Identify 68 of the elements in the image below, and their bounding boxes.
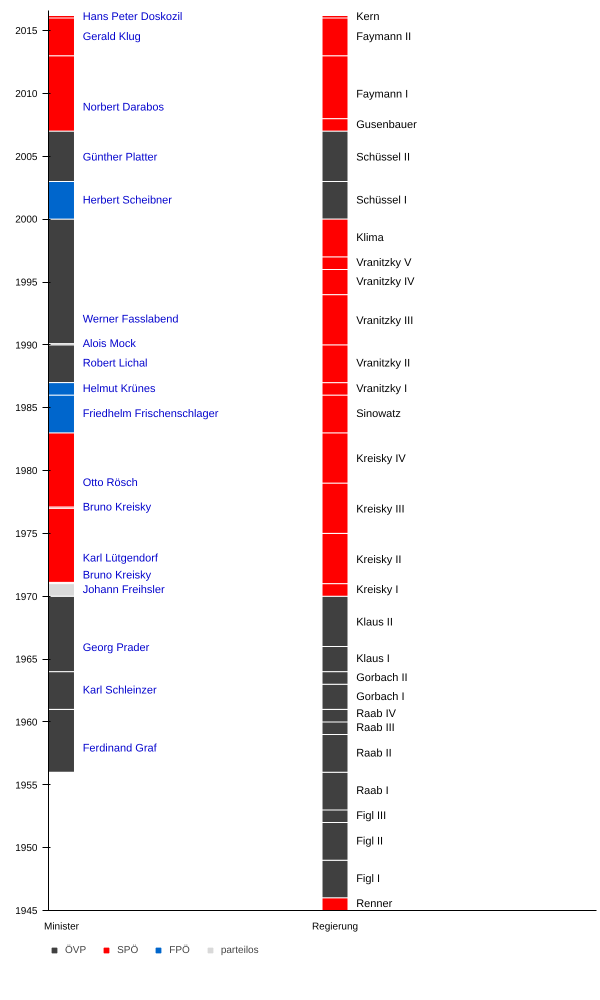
annotation: Klaus II: [356, 616, 393, 629]
annotation: Figl I: [356, 873, 380, 886]
y-tick-label: 1985: [15, 403, 38, 414]
annotation: Schüssel II: [356, 152, 410, 164]
annotation: Norbert Darabos: [82, 101, 165, 114]
annotation: Günther Platter: [82, 152, 158, 164]
annotation: Otto Rösch: [82, 477, 138, 490]
y-tick-label: 1945: [15, 906, 38, 917]
y-tick-label: 1995: [15, 278, 38, 289]
annotation: Kreisky III: [356, 504, 405, 516]
annotation: Kreisky II: [356, 554, 402, 566]
annotation: Vranitzky IV: [356, 276, 416, 288]
annotation: Gusenbauer: [356, 118, 418, 131]
y-tick-label: 1980: [15, 466, 38, 478]
annotation: Kern: [356, 10, 380, 23]
annotation: Alois Mock: [82, 338, 136, 350]
annotation: Renner: [356, 898, 393, 910]
y-tick-label: 1950: [15, 843, 38, 854]
y-tick-label: 2010: [15, 88, 38, 100]
annotation: Klaus I: [356, 653, 390, 666]
annotation: Werner Fasslabend: [82, 314, 178, 326]
annotation: Kreisky IV: [356, 453, 406, 466]
y-tick-label: 1965: [15, 654, 38, 666]
annotation: Johann Freihsler: [82, 584, 165, 596]
y-tick-label: 1960: [15, 717, 38, 728]
y-tick-label: 1975: [15, 528, 38, 540]
annotation: Figl II: [356, 835, 384, 848]
annotation: Raab III: [356, 722, 395, 734]
legend-label: parteilos: [220, 944, 259, 956]
annotation: Helmut Krünes: [82, 382, 156, 395]
annotation: Gorbach I: [356, 690, 405, 703]
annotation: Raab I: [356, 785, 389, 798]
annotation: Raab IV: [356, 708, 397, 720]
annotation: Gorbach II: [356, 672, 408, 684]
annotation: Karl Lütgendorf: [82, 552, 159, 565]
annotation: Figl III: [356, 810, 386, 822]
legend-label: SPÖ: [117, 944, 138, 956]
annotation: Robert Lichal: [82, 358, 148, 370]
annotation: Schüssel I: [356, 194, 407, 206]
annotation: Karl Schleinzer: [82, 684, 158, 697]
annotation: Kreisky I: [356, 584, 398, 596]
legend-label: ÖVP: [65, 944, 86, 956]
x-tick-label: Minister: [44, 922, 80, 932]
annotation: Georg Prader: [82, 642, 150, 654]
annotation: Faymann I: [356, 88, 408, 101]
y-tick-label: 1990: [15, 340, 38, 352]
x-tick-label: Regierung: [312, 922, 358, 932]
annotation: Ferdinand Graf: [82, 742, 158, 754]
annotation: Klima: [356, 232, 385, 244]
legend-label: FPÖ: [169, 944, 190, 956]
y-tick-label: 2005: [15, 152, 38, 163]
y-tick-label: 2000: [15, 214, 38, 226]
annotation: Gerald Klug: [82, 30, 141, 43]
y-tick-label: 1970: [15, 592, 38, 603]
annotation: Bruno Kreisky: [82, 502, 152, 514]
annotation: Sinowatz: [356, 408, 401, 420]
annotation: Raab II: [356, 747, 392, 760]
y-tick-label: 1955: [15, 780, 38, 792]
annotation: Herbert Scheibner: [82, 194, 172, 206]
annotation: Hans Peter Doskozil: [82, 10, 182, 23]
annotation: Vranitzky III: [356, 314, 414, 327]
y-tick-label: 2015: [15, 26, 38, 38]
annotation: Bruno Kreisky: [82, 570, 152, 582]
annotation: Vranitzky V: [356, 257, 412, 270]
annotation: Faymann II: [356, 30, 412, 43]
annotation: Vranitzky II: [356, 358, 410, 370]
annotation: Friedhelm Frischenschlager: [82, 408, 219, 420]
annotation: Vranitzky I: [356, 382, 408, 395]
